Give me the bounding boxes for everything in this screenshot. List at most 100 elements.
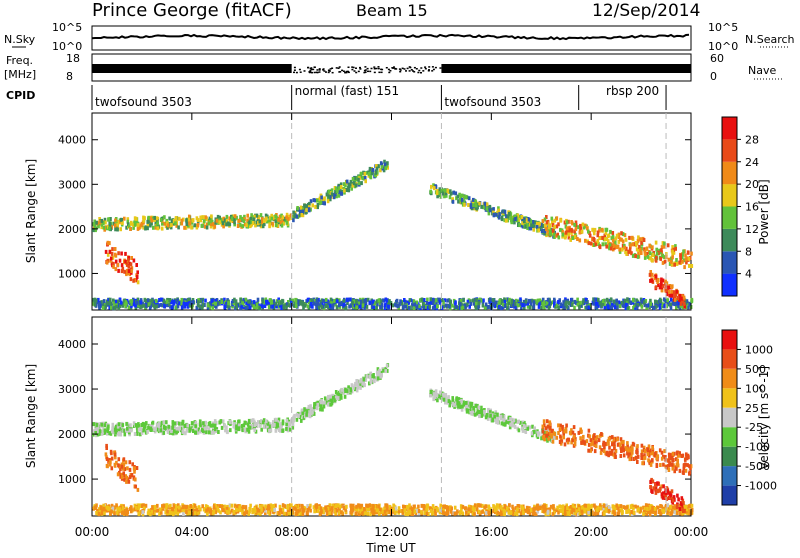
velocity-cell bbox=[448, 399, 451, 403]
power-cell bbox=[117, 300, 120, 304]
velocity-cell bbox=[324, 396, 327, 400]
power-cell bbox=[409, 298, 412, 302]
power-cell bbox=[450, 192, 453, 196]
power-cell bbox=[128, 269, 131, 273]
power-cell bbox=[194, 223, 197, 227]
velocity-cell bbox=[646, 447, 649, 451]
power-cell bbox=[670, 306, 673, 310]
velocity-cell bbox=[229, 420, 232, 424]
velocity-cell bbox=[250, 419, 253, 423]
velocity-cell bbox=[647, 452, 650, 456]
freq-dot bbox=[323, 68, 325, 70]
velocity-cell bbox=[523, 424, 526, 428]
power-cell bbox=[461, 194, 464, 198]
velocity-cell bbox=[656, 455, 659, 459]
freq-dot bbox=[293, 72, 295, 74]
velocity-cell bbox=[366, 374, 369, 378]
velocity-cell bbox=[282, 421, 285, 425]
power-cell bbox=[607, 304, 610, 308]
velocity-cell bbox=[635, 456, 638, 460]
power-cell bbox=[599, 245, 602, 249]
power-cell bbox=[421, 298, 424, 302]
power-cell bbox=[384, 303, 387, 307]
velocity-cell bbox=[565, 424, 568, 428]
power-cell bbox=[168, 298, 171, 302]
velocity-cell bbox=[533, 507, 536, 511]
freq-dot bbox=[425, 68, 427, 70]
power-cell bbox=[343, 182, 346, 186]
power-cell bbox=[123, 217, 126, 221]
power-cell bbox=[493, 213, 496, 217]
velocity-cell bbox=[588, 434, 591, 438]
power-cell bbox=[245, 306, 248, 310]
noise-panel: N.Sky 10^5 10^0 10^5 10^0 N.Search bbox=[4, 21, 795, 53]
velocity-cell bbox=[131, 473, 134, 477]
velocity-cell bbox=[247, 423, 250, 427]
velocity-cell bbox=[668, 453, 671, 457]
velocity-cell bbox=[105, 446, 108, 450]
power-cell bbox=[652, 253, 655, 257]
power-cell bbox=[644, 252, 647, 256]
velocity-cell bbox=[275, 429, 278, 433]
power-cell bbox=[687, 250, 690, 254]
power-cell bbox=[369, 301, 372, 305]
velocity-cell bbox=[683, 463, 686, 467]
power-cell bbox=[510, 216, 513, 220]
cpid-mode-label: normal (fast) 151 bbox=[295, 84, 399, 98]
velocity-cell bbox=[118, 457, 121, 461]
power-cell bbox=[111, 247, 114, 251]
power-cell bbox=[114, 224, 117, 228]
velocity-cell bbox=[659, 448, 662, 452]
power-cell bbox=[281, 224, 284, 228]
power-cell bbox=[197, 300, 200, 304]
velocity-cell bbox=[683, 467, 686, 471]
velocity-cell bbox=[608, 446, 611, 450]
power-cell bbox=[565, 231, 568, 235]
velocity-cell bbox=[527, 427, 530, 431]
power-cell bbox=[553, 225, 556, 229]
power-cell bbox=[462, 306, 465, 310]
power-cell bbox=[280, 300, 283, 304]
power-cell bbox=[109, 302, 112, 306]
power-cell bbox=[181, 298, 184, 302]
velocity-cell bbox=[565, 430, 568, 434]
velocity-cell bbox=[542, 430, 545, 434]
power-cell bbox=[621, 248, 624, 252]
power-cell bbox=[171, 306, 174, 310]
velocity-cell bbox=[214, 427, 217, 431]
power-cell bbox=[464, 196, 467, 200]
power-cell bbox=[637, 255, 640, 259]
power-cell bbox=[504, 210, 507, 214]
freq-dot bbox=[416, 68, 418, 70]
power-cell bbox=[265, 217, 268, 221]
power-cell bbox=[559, 228, 562, 232]
power-cell bbox=[320, 200, 323, 204]
velocity-cell bbox=[275, 418, 278, 422]
freq-dot bbox=[428, 66, 430, 68]
power-cell bbox=[605, 228, 608, 232]
velocity-cell bbox=[288, 512, 291, 516]
freq-dot bbox=[343, 70, 345, 72]
power-cell bbox=[592, 237, 595, 241]
freq-dot bbox=[296, 72, 298, 74]
power-cell bbox=[595, 306, 598, 310]
velocity-cell bbox=[559, 440, 562, 444]
velocity-cell bbox=[329, 395, 332, 399]
power-cell bbox=[627, 250, 630, 254]
power-cell bbox=[105, 250, 108, 254]
velocity-cell bbox=[623, 453, 626, 457]
power-cell bbox=[525, 300, 528, 304]
velocity-cell bbox=[682, 471, 685, 475]
velocity-cell bbox=[152, 421, 155, 425]
power-cell bbox=[482, 304, 485, 308]
power-cell bbox=[668, 258, 671, 262]
power-cell bbox=[242, 224, 245, 228]
velocity-cell bbox=[157, 508, 160, 512]
power-cell bbox=[361, 176, 364, 180]
power-cell bbox=[353, 181, 356, 185]
power-cell bbox=[606, 298, 609, 302]
power-cell bbox=[449, 195, 452, 199]
velocity-cell bbox=[363, 378, 366, 382]
